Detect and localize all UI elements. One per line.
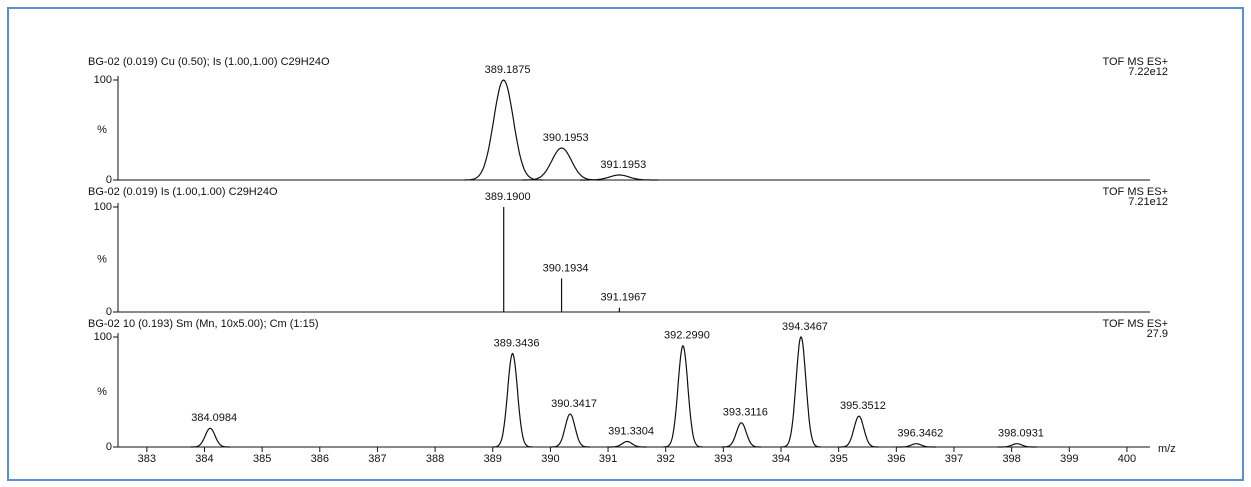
frame: [7, 7, 1244, 481]
x-tick-label: 387: [368, 453, 386, 465]
peak: [721, 422, 761, 448]
peak-label: 396.3462: [897, 428, 943, 440]
peak-label: 394.3467: [782, 321, 828, 333]
panel-title: BG-02 10 (0.193) Sm (Mn, 10x5.00); Cm (1…: [88, 318, 318, 330]
y-tick-label: 0: [106, 306, 112, 318]
x-axis-label: m/z: [1158, 443, 1176, 455]
peak-label: 390.1934: [543, 262, 589, 274]
peak: [190, 427, 230, 448]
peak-label: 392.2990: [664, 330, 710, 342]
y-axis-label: %: [97, 124, 107, 136]
peak: [781, 336, 821, 448]
instrument: TOF MS ES+: [1102, 186, 1168, 198]
peak: [464, 79, 543, 181]
x-tick-label: 400: [1118, 453, 1136, 465]
instrument: TOF MS ES+: [1102, 318, 1168, 330]
x-tick-label: 393: [714, 453, 732, 465]
peak-label: 393.3116: [723, 407, 768, 419]
scale: 7.21e12: [1128, 196, 1168, 208]
y-tick-label: 100: [94, 331, 112, 343]
peak: [522, 147, 601, 181]
x-tick-label: 398: [1002, 453, 1020, 465]
peak: [896, 443, 936, 448]
x-tick-label: 392: [657, 453, 675, 465]
peak-label: 390.3417: [551, 398, 597, 410]
peak-label: 390.1953: [543, 132, 589, 144]
y-axis-label: %: [97, 386, 107, 398]
peak-label: 389.3436: [494, 337, 540, 349]
y-tick-label: 0: [106, 441, 112, 453]
peak-label: 398.0931: [998, 428, 1044, 440]
x-tick-label: 388: [426, 453, 444, 465]
y-tick-label: 100: [94, 201, 112, 213]
peak-label: 395.3512: [840, 400, 886, 412]
peak: [580, 174, 659, 181]
panel-title: BG-02 (0.019) Is (1.00,1.00) C29H24O: [88, 186, 278, 198]
x-tick-label: 395: [829, 453, 847, 465]
peak: [839, 415, 879, 448]
peak-label: 389.1900: [485, 191, 531, 203]
x-tick-label: 385: [253, 453, 271, 465]
x-tick-label: 396: [887, 453, 905, 465]
x-tick-label: 390: [541, 453, 559, 465]
peak-label: 391.3304: [608, 425, 654, 437]
peak-label: 384.0984: [191, 412, 237, 424]
peak: [493, 352, 533, 448]
y-tick-label: 0: [106, 174, 112, 186]
peak-label: 391.1953: [600, 159, 646, 171]
y-tick-label: 100: [94, 74, 112, 86]
y-axis-label: %: [97, 253, 107, 265]
x-tick-label: 389: [484, 453, 502, 465]
scale: 27.9: [1147, 328, 1168, 340]
x-tick-label: 391: [599, 453, 617, 465]
peak-label: 391.1967: [600, 292, 646, 304]
panel-title: BG-02 (0.019) Cu (0.50); Is (1.00,1.00) …: [88, 56, 330, 68]
x-tick-label: 384: [195, 453, 213, 465]
peak: [663, 344, 703, 448]
x-tick-label: 399: [1060, 453, 1078, 465]
peak-label: 389.1875: [485, 64, 531, 76]
instrument: TOF MS ES+: [1102, 56, 1168, 68]
x-tick-label: 397: [945, 453, 963, 465]
peak: [550, 413, 590, 448]
peak: [997, 443, 1037, 448]
x-tick-label: 394: [772, 453, 790, 465]
peak: [607, 440, 647, 448]
x-tick-label: 383: [138, 453, 156, 465]
x-tick-label: 386: [311, 453, 329, 465]
scale: 7.22e12: [1128, 66, 1168, 78]
